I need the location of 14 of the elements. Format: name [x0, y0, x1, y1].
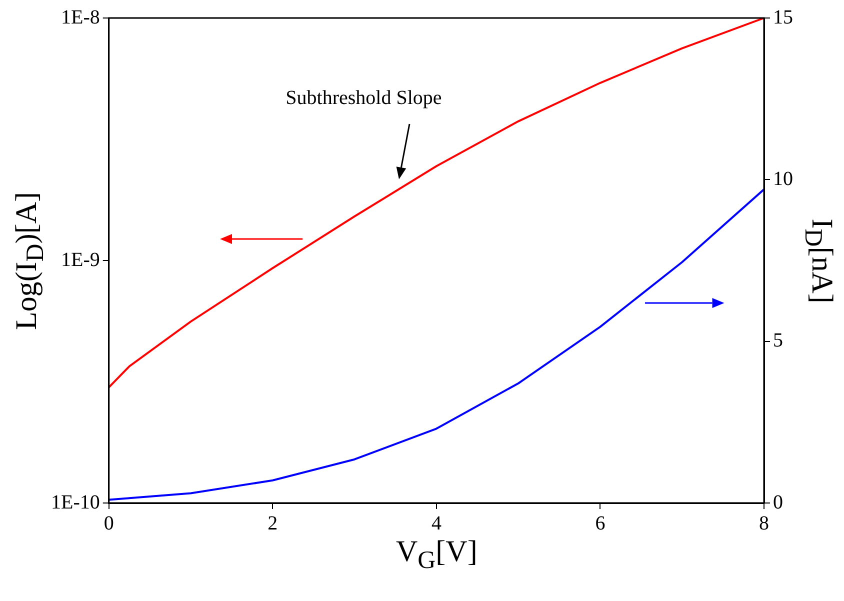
x-tick-label: 2: [268, 512, 278, 534]
x-axis-title: V$_{G}$[V]: [396, 535, 478, 575]
y-tick-label: 1E-10: [50, 491, 100, 514]
y2-tick-label: 0: [773, 491, 783, 514]
y-tick-label: 1E-8: [60, 6, 100, 28]
y2-tick-label: 5: [773, 330, 783, 352]
x-tick-label: 0: [104, 512, 114, 534]
y-tick-label: 1E-9: [60, 248, 100, 271]
y2-tick-label: 10: [773, 168, 793, 190]
y2-tick-label: 15: [773, 6, 793, 28]
annotation: Subthreshold Slope: [286, 86, 442, 109]
x-tick-label: 6: [595, 512, 606, 534]
x-tick-label: 8: [759, 512, 769, 534]
x-tick-label: 4: [431, 512, 442, 534]
